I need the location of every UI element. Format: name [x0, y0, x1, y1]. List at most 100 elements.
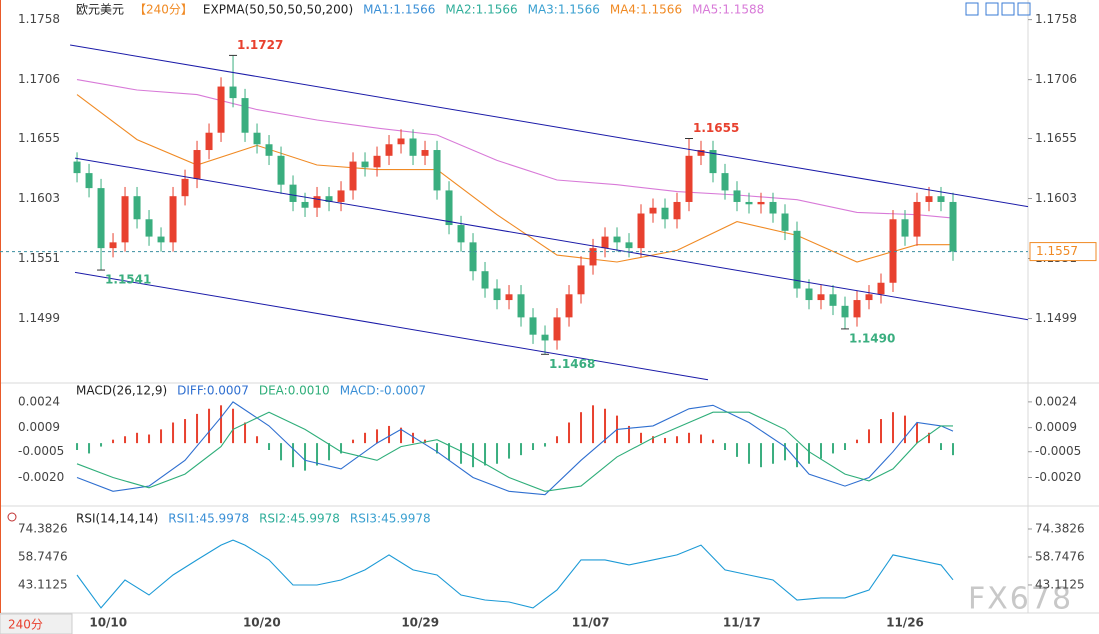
- macd-bar: [532, 443, 535, 450]
- trend-line: [74, 157, 1029, 321]
- macd-bar: [940, 443, 943, 450]
- macd-bar: [316, 443, 319, 466]
- macd-bar: [640, 432, 643, 444]
- macd-bar: [880, 419, 883, 444]
- legend-entry: MA3:1.1566: [528, 3, 600, 17]
- candle-body: [289, 184, 297, 202]
- x-tick-label: 11/07: [572, 616, 610, 630]
- candle-body: [601, 236, 609, 249]
- y-tick-label-right: 1.1706: [1035, 72, 1077, 86]
- legend-entry: MA2:1.1566: [445, 3, 517, 17]
- candle-body: [913, 201, 921, 237]
- macd-bar: [604, 408, 607, 444]
- macd-bar: [808, 443, 811, 464]
- macd-bar: [592, 405, 595, 444]
- macd-bar: [424, 439, 427, 444]
- macd-bar: [844, 443, 847, 450]
- macd-bar: [760, 443, 763, 468]
- macd-bar: [292, 443, 295, 468]
- macd-bar: [568, 422, 571, 444]
- candle-body: [265, 144, 273, 156]
- y-tick-label-left: -0.0020: [18, 470, 64, 484]
- instrument-title: 欧元美元: [76, 3, 124, 17]
- candle-body: [877, 282, 885, 295]
- trend-line: [70, 44, 1029, 208]
- candle-body: [349, 161, 357, 191]
- candle-body: [529, 317, 537, 335]
- rsi-icon: [7, 512, 17, 522]
- macd-bar: [772, 443, 775, 464]
- macd-bar: [184, 419, 187, 444]
- y-tick-label-left: -0.0005: [18, 444, 64, 458]
- macd-bar: [136, 432, 139, 444]
- x-tick-label: 10/10: [89, 616, 127, 630]
- candle-body: [613, 236, 621, 243]
- candle-body: [649, 207, 657, 214]
- period-button[interactable]: [0, 613, 73, 634]
- y-tick-label-right: 58.7476: [1035, 549, 1085, 563]
- candle-body: [109, 242, 117, 249]
- settings-button[interactable]: [1001, 2, 1015, 16]
- candle-body: [457, 225, 465, 243]
- indicator-line: [76, 539, 954, 609]
- shrink-button[interactable]: [985, 2, 999, 16]
- macd-bar: [448, 443, 451, 461]
- candle-body: [145, 219, 153, 237]
- macd-bar: [364, 432, 367, 444]
- macd-bar: [784, 443, 787, 461]
- candle-body: [889, 219, 897, 283]
- macd-bar: [376, 429, 379, 444]
- zoom-button[interactable]: [965, 2, 979, 16]
- candle-body: [229, 86, 237, 99]
- y-tick-label-left: 0.0009: [18, 420, 60, 434]
- candle-body: [493, 288, 501, 301]
- macd-bar: [196, 413, 199, 444]
- macd-bar: [712, 439, 715, 444]
- macd-bar: [112, 439, 115, 444]
- extreme-label: 1.1490: [849, 331, 895, 345]
- legend-entry: MA5:1.1588: [692, 3, 764, 17]
- y-tick-label-right: -0.0005: [1035, 444, 1081, 458]
- fullscreen-button[interactable]: [1017, 2, 1031, 16]
- y-tick-label-right: -0.0020: [1035, 470, 1081, 484]
- candle-body: [73, 161, 81, 174]
- macd-bar: [220, 405, 223, 444]
- macd-bar: [400, 427, 403, 444]
- macd-bar: [76, 443, 79, 450]
- macd-bar: [460, 443, 463, 464]
- macd-bar: [280, 443, 283, 461]
- macd-bar: [508, 443, 511, 459]
- macd-bar: [340, 443, 343, 454]
- candle-body: [517, 294, 525, 318]
- candle-body: [817, 294, 825, 301]
- candle-body: [481, 271, 489, 289]
- macd-bar: [892, 412, 895, 444]
- macd-bar: [520, 443, 523, 456]
- candle-body: [541, 334, 549, 341]
- candle-body: [901, 219, 909, 237]
- legend-entry: RSI1:45.9978: [168, 512, 249, 526]
- candle-body: [745, 201, 753, 205]
- macd-bar: [472, 443, 475, 468]
- y-tick-label-left: 58.7476: [18, 549, 68, 563]
- candle-body: [217, 86, 225, 133]
- candle-body: [373, 155, 381, 168]
- candle-body: [253, 132, 261, 145]
- y-tick-label-left: 1.1655: [18, 131, 60, 145]
- macd-bar: [436, 443, 439, 454]
- candle-body: [193, 150, 201, 179]
- candle-body: [181, 178, 189, 197]
- macd-bar: [724, 443, 727, 450]
- candle-body: [565, 294, 573, 318]
- candle-body: [793, 230, 801, 289]
- y-tick-label-right: 43.1125: [1035, 577, 1085, 591]
- candle-body: [361, 161, 369, 168]
- candle-body: [709, 150, 717, 174]
- y-tick-label-right: 0.0024: [1035, 394, 1077, 408]
- y-tick-label-right: 1.1655: [1035, 131, 1077, 145]
- macd-bar: [484, 443, 487, 466]
- y-tick-label-right: 74.3826: [1035, 521, 1085, 535]
- last-price-box: [1029, 242, 1097, 262]
- macd-bar: [928, 432, 931, 444]
- extreme-label: 1.1655: [693, 121, 739, 135]
